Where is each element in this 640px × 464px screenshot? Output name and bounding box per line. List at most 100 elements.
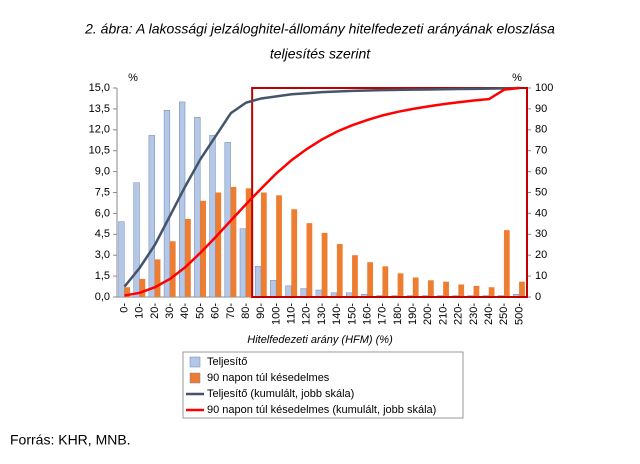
bar bbox=[224, 142, 231, 298]
y-tick-label: 6,0 bbox=[95, 207, 110, 219]
bar bbox=[154, 259, 161, 297]
bar bbox=[163, 110, 171, 298]
y2-tick-label: 0 bbox=[535, 291, 541, 303]
x-tick-label: 160- bbox=[361, 303, 373, 325]
bar bbox=[270, 280, 277, 298]
x-tick-label: 500- bbox=[513, 303, 525, 325]
y-tick-label: 3,0 bbox=[95, 249, 110, 261]
source: Forrás: KHR, MNB. bbox=[10, 432, 131, 448]
x-tick-label: 190- bbox=[407, 303, 419, 325]
bar bbox=[443, 281, 449, 297]
y2-tick-label: 90 bbox=[535, 103, 547, 115]
legend-label: 90 napon túl késedelmes bbox=[207, 372, 330, 384]
highlight-frame bbox=[251, 87, 528, 298]
y-tick-label: 7,5 bbox=[95, 186, 110, 198]
x-tick-label: 150- bbox=[346, 303, 358, 325]
x-axis-label: Hitelfedezeti arány (HFM) (%) bbox=[247, 334, 393, 346]
y2-tick-label: 30 bbox=[535, 228, 547, 240]
bar bbox=[194, 117, 201, 298]
bar bbox=[473, 285, 480, 297]
x-tick-label: 10- bbox=[134, 303, 146, 319]
legend-swatch bbox=[189, 356, 201, 368]
x-tick-label: 40- bbox=[179, 303, 191, 319]
bar bbox=[118, 221, 125, 298]
y2-tick-label: 100 bbox=[535, 82, 553, 94]
bar bbox=[291, 209, 298, 297]
y-tick-label: 13,5 bbox=[89, 103, 110, 115]
bar bbox=[321, 232, 328, 297]
bar bbox=[352, 255, 358, 297]
x-tick-label: 170- bbox=[377, 303, 389, 325]
bar bbox=[230, 186, 237, 297]
y2-tick-label: 40 bbox=[535, 207, 547, 219]
bar bbox=[215, 192, 222, 297]
chart-title: 2. ábra: A lakossági jelzáloghitel-állom… bbox=[84, 21, 555, 37]
bar bbox=[133, 182, 140, 298]
bar bbox=[276, 195, 282, 297]
bar bbox=[503, 230, 510, 297]
x-tick-label: 180- bbox=[392, 303, 404, 325]
line bbox=[124, 86, 520, 297]
x-tick-label: 60- bbox=[210, 303, 222, 319]
y-tick-label: 15,0 bbox=[89, 82, 110, 94]
x-tick-label: 0- bbox=[118, 303, 130, 313]
x-tick-label: 90- bbox=[255, 303, 267, 319]
bar bbox=[300, 288, 307, 298]
bar bbox=[427, 280, 434, 297]
bar bbox=[239, 228, 247, 298]
chart-title: teljesítés szerint bbox=[270, 46, 371, 62]
x-tick-label: 140- bbox=[331, 303, 343, 325]
bar bbox=[367, 262, 374, 297]
bar bbox=[139, 278, 146, 297]
legend-swatch bbox=[189, 372, 201, 384]
y2-tick-label: 80 bbox=[535, 124, 547, 136]
bar bbox=[260, 192, 267, 297]
y2-tick-label: 20 bbox=[535, 249, 547, 261]
bar bbox=[209, 135, 216, 298]
bar bbox=[315, 289, 322, 298]
y2-tick-label: 50 bbox=[535, 186, 547, 198]
x-tick-label: 20- bbox=[149, 303, 161, 319]
x-tick-label: 100- bbox=[270, 303, 282, 325]
x-tick-label: 70- bbox=[225, 303, 237, 319]
y-tick-label: 1,5 bbox=[95, 270, 110, 282]
x-tick-label: 220- bbox=[453, 303, 465, 325]
bar bbox=[488, 287, 495, 297]
y-tick-label: 12,0 bbox=[89, 124, 110, 136]
bar bbox=[306, 223, 313, 297]
x-tick-label: 210- bbox=[437, 303, 449, 325]
y2-tick-label: 70 bbox=[535, 145, 547, 157]
x-tick-label: 120- bbox=[301, 303, 313, 325]
x-tick-label: 250- bbox=[498, 303, 510, 325]
bar bbox=[519, 281, 525, 297]
bar bbox=[169, 241, 176, 297]
x-tick-label: 230- bbox=[468, 303, 480, 325]
y2-unit: % bbox=[512, 72, 522, 84]
y-tick-label: 0,0 bbox=[95, 291, 110, 303]
y-unit: % bbox=[128, 72, 138, 84]
bar bbox=[458, 284, 465, 297]
legend-box bbox=[182, 351, 464, 419]
x-tick-label: 200- bbox=[422, 303, 434, 325]
line bbox=[123, 86, 520, 288]
bar bbox=[412, 277, 419, 297]
y2-tick-label: 60 bbox=[535, 166, 547, 178]
x-tick-label: 240- bbox=[483, 303, 495, 325]
x-tick-label: 50- bbox=[194, 303, 206, 319]
y-tick-label: 4,5 bbox=[95, 228, 110, 240]
bar bbox=[397, 273, 404, 297]
bar bbox=[245, 188, 252, 297]
bar bbox=[336, 244, 343, 297]
bar bbox=[185, 218, 191, 297]
y-tick-label: 9,0 bbox=[95, 166, 110, 178]
x-tick-label: 30- bbox=[164, 303, 176, 319]
bar bbox=[148, 135, 155, 298]
legend-label: 90 napon túl késedelmes (kumulált, jobb … bbox=[207, 404, 436, 416]
bar bbox=[382, 266, 389, 297]
x-tick-label: 110- bbox=[286, 303, 298, 325]
legend-label: Teljesítő bbox=[207, 356, 247, 368]
legend-label: Teljesítő (kumulált, jobb skála) bbox=[207, 388, 354, 400]
bar bbox=[285, 285, 292, 298]
x-tick-label: 80- bbox=[240, 303, 252, 319]
